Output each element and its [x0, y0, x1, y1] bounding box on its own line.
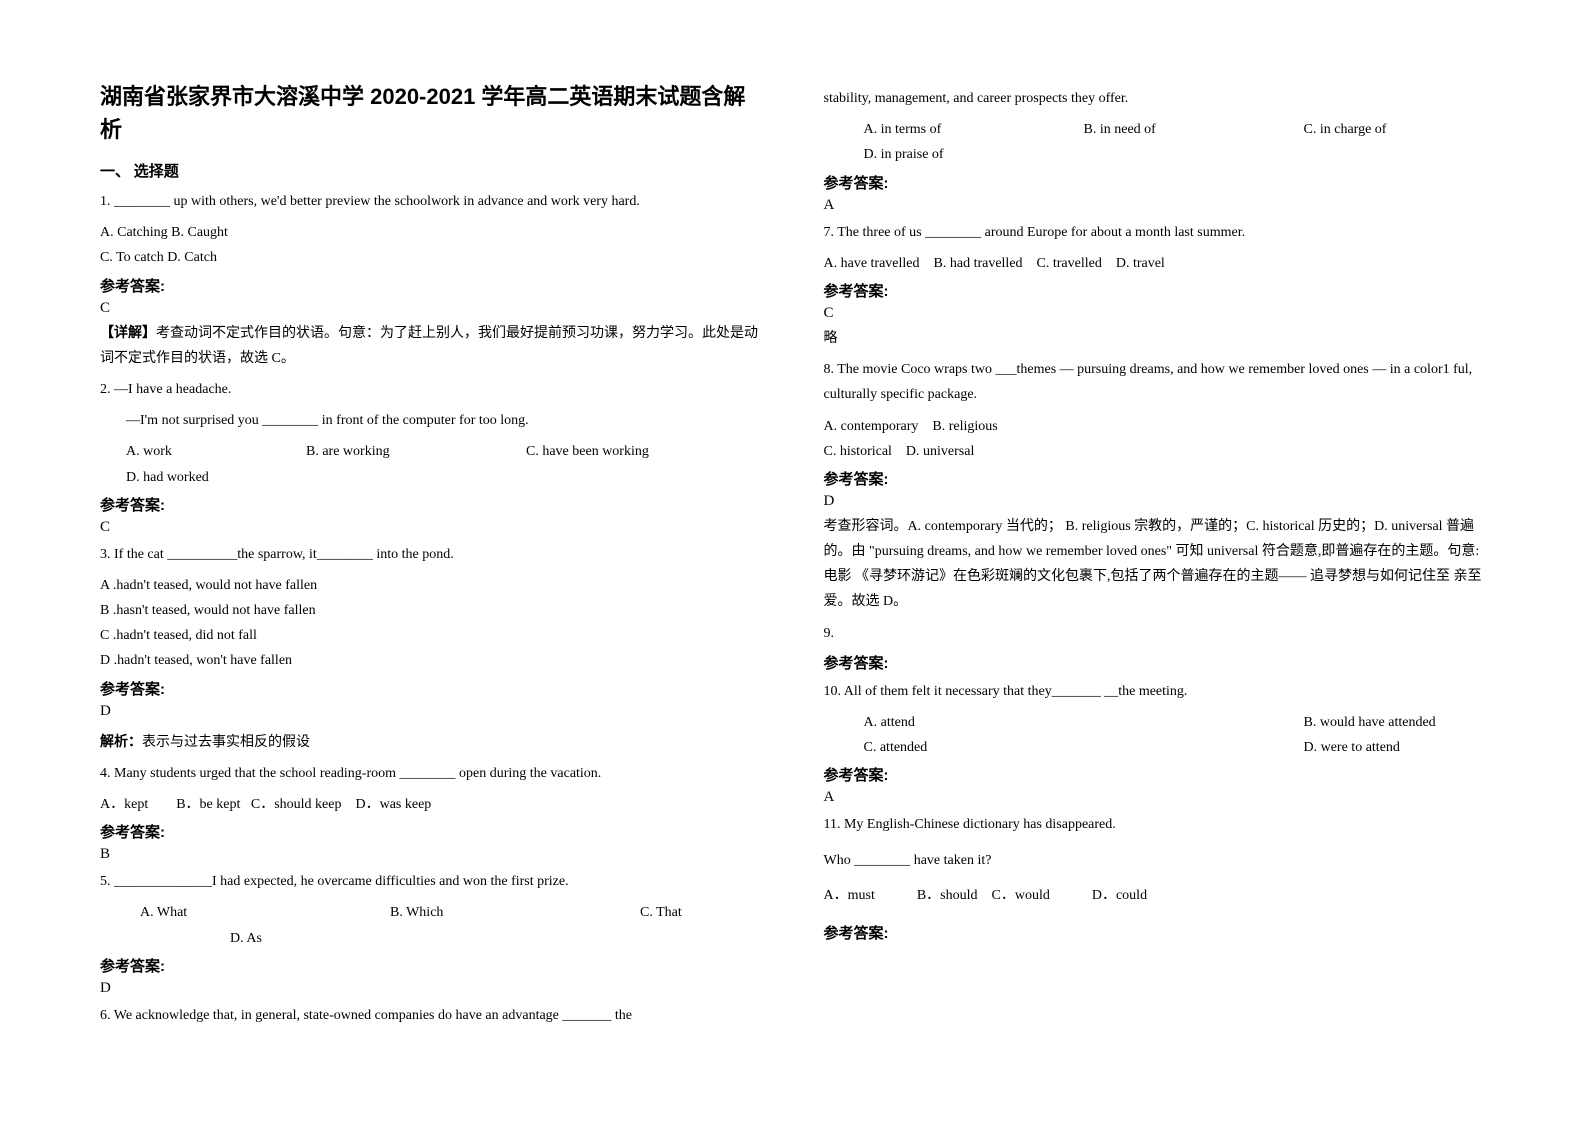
q10-ans: A	[824, 789, 1488, 806]
q6-opt-b: B. in need of	[1084, 117, 1264, 142]
q10-opt-c: C. attended	[864, 735, 1264, 760]
answer-label: 参考答案:	[100, 275, 764, 296]
q2-opts: A. work B. are working C. have been work…	[100, 439, 764, 489]
q2-stem2: —I'm not surprised you ________ in front…	[100, 408, 764, 433]
q3-explain-text: 表示与过去事实相反的假设	[142, 735, 310, 750]
q4-opts: A．kept B．be kept C．should keep D．was kee…	[100, 792, 764, 817]
q7-ans: C	[824, 305, 1488, 322]
q2-opt-c: C. have been working	[526, 439, 696, 464]
section-header: 一、 选择题	[100, 160, 764, 181]
q1-stem: 1. ________ up with others, we'd better …	[100, 189, 764, 214]
q8-explain: 考查形容词。A. contemporary 当代的； B. religious …	[824, 514, 1488, 615]
q2-opt-a: A. work	[126, 439, 266, 464]
q4-ans: B	[100, 846, 764, 863]
q3-explain: 解析：表示与过去事实相反的假设	[100, 730, 764, 755]
answer-label: 参考答案:	[824, 652, 1488, 673]
q10-opt-a: A. attend	[864, 710, 1264, 735]
q1-ans: C	[100, 300, 764, 317]
q3-stem: 3. If the cat __________the sparrow, it_…	[100, 542, 764, 567]
q6-opt-c: C. in charge of	[1304, 117, 1434, 142]
q5-ans: D	[100, 980, 764, 997]
q6-ans: A	[824, 197, 1488, 214]
left-column: 湖南省张家界市大溶溪中学 2020-2021 学年高二英语期末试题含解析 一、 …	[100, 80, 764, 1082]
q1-opts-a: A. Catching B. Caught	[100, 220, 764, 245]
answer-label: 参考答案:	[824, 172, 1488, 193]
q3-opt-d: D .hadn't teased, won't have fallen	[100, 648, 764, 673]
q11-opts: A．must B．should C．would D．could	[824, 883, 1488, 908]
q7-opts: A. have travelled B. had travelled C. tr…	[824, 251, 1488, 276]
q10-stem: 10. All of them felt it necessary that t…	[824, 679, 1488, 704]
q1-explain: 【详解】考查动词不定式作目的状语。句意：为了赶上别人，我们最好提前预习功课，努力…	[100, 321, 764, 371]
answer-label: 参考答案:	[100, 821, 764, 842]
explain-label: 解析：	[100, 735, 142, 750]
q3-opt-a: A .hadn't teased, would not have fallen	[100, 573, 764, 598]
q3-opt-c: C .hadn't teased, did not fall	[100, 623, 764, 648]
q9-num: 9.	[824, 621, 1488, 646]
explain-label: 【详解】	[100, 326, 156, 341]
q2-opt-d: D. had worked	[126, 465, 209, 490]
q6-opt-a: A. in terms of	[864, 117, 1044, 142]
q5-opt-d: D. As	[100, 926, 764, 951]
q1-opts-b: C. To catch D. Catch	[100, 245, 764, 270]
q5-opts-row1: A. What B. Which C. That	[100, 900, 764, 925]
q10-opts-r1: A. attend B. would have attended	[824, 710, 1488, 735]
q2-ans: C	[100, 519, 764, 536]
answer-label: 参考答案:	[824, 764, 1488, 785]
q4-stem: 4. Many students urged that the school r…	[100, 761, 764, 786]
q2-stem1: 2. —I have a headache.	[100, 377, 764, 402]
answer-label: 参考答案:	[100, 955, 764, 976]
q8-stem: 8. The movie Coco wraps two ___themes — …	[824, 357, 1488, 407]
q8-opts-a: A. contemporary B. religious	[824, 414, 1488, 439]
answer-label: 参考答案:	[100, 678, 764, 699]
q5-opt-a: A. What	[140, 900, 350, 925]
q1-explain-text: 考查动词不定式作目的状语。句意：为了赶上别人，我们最好提前预习功课，努力学习。此…	[100, 326, 758, 366]
q6-opt-d: D. in praise of	[864, 142, 944, 167]
answer-label: 参考答案:	[824, 280, 1488, 301]
answer-label: 参考答案:	[824, 922, 1488, 943]
q10-opts-r2: C. attended D. were to attend	[824, 735, 1488, 760]
q11-stem1: 11. My English-Chinese dictionary has di…	[824, 812, 1488, 837]
q5-opt-c: C. That	[640, 900, 682, 925]
q8-ans: D	[824, 493, 1488, 510]
q3-ans: D	[100, 703, 764, 720]
q3-opt-b: B .hasn't teased, would not have fallen	[100, 598, 764, 623]
q7-stem: 7. The three of us ________ around Europ…	[824, 220, 1488, 245]
q8-opts-b: C. historical D. universal	[824, 439, 1488, 464]
document-title: 湖南省张家界市大溶溪中学 2020-2021 学年高二英语期末试题含解析	[100, 80, 764, 146]
q6-stem: 6. We acknowledge that, in general, stat…	[100, 1003, 764, 1028]
right-column: stability, management, and career prospe…	[824, 80, 1488, 1082]
answer-label: 参考答案:	[100, 494, 764, 515]
q7-lue: 略	[824, 326, 1488, 351]
q2-opt-b: B. are working	[306, 439, 486, 464]
q10-opt-b: B. would have attended	[1304, 710, 1436, 735]
q11-stem2: Who ________ have taken it?	[824, 848, 1488, 873]
answer-label: 参考答案:	[824, 468, 1488, 489]
q6-opts: A. in terms of B. in need of C. in charg…	[824, 117, 1488, 167]
q6-cont-stem: stability, management, and career prospe…	[824, 86, 1488, 111]
q10-opt-d: D. were to attend	[1304, 735, 1400, 760]
q5-opt-b: B. Which	[390, 900, 600, 925]
q5-stem: 5. ______________I had expected, he over…	[100, 869, 764, 894]
